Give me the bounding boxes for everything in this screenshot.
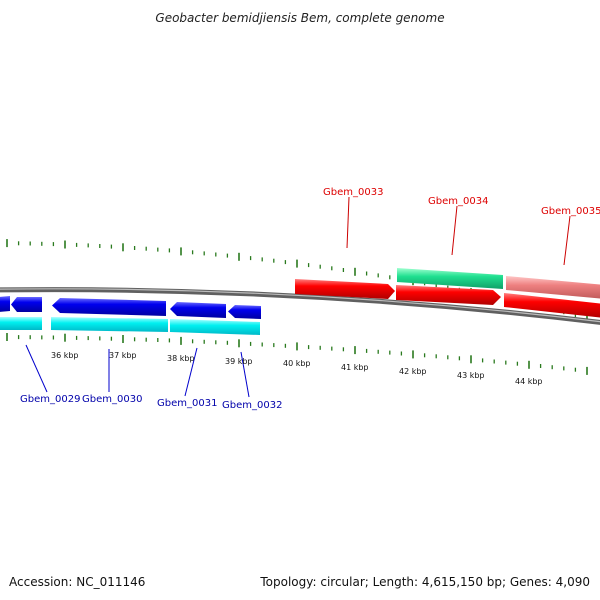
gene-arrow-gbem-0032[interactable]	[228, 305, 261, 319]
gene-arrow-gbem-0029[interactable]	[11, 297, 42, 312]
connector-gbem-0034	[451, 205, 458, 256]
connector-gbem-0033	[346, 196, 350, 249]
connector-gbem-0035	[563, 215, 571, 266]
gene-block-cyan-gbem-0031[interactable]	[170, 319, 260, 335]
connector-gbem-0029	[25, 344, 48, 393]
scale-labels: 36 kbp 37 kbp 38 kbp 39 kbp 40 kbp 41 kb…	[51, 351, 543, 386]
map-title: Geobacter bemidjiensis Bem, complete gen…	[155, 11, 444, 25]
scale-label: 37 kbp	[109, 351, 137, 360]
connector-gbem-0031	[184, 347, 198, 397]
scale-label: 42 kbp	[399, 367, 427, 376]
gene-block-pink-gbem-0035[interactable]	[506, 276, 600, 299]
gene-block-cyan-gbem-0030[interactable]	[51, 317, 168, 332]
scale-label: 41 kbp	[341, 363, 369, 372]
genome-summary-text: Topology: circular; Length: 4,615,150 bp…	[259, 575, 590, 589]
tick-row-inner	[6, 333, 588, 375]
gene-label-gbem-0034[interactable]: Gbem_0034	[428, 196, 488, 207]
connector-gbem-0032	[240, 351, 250, 398]
gene-arrow-gbem-0034[interactable]	[396, 285, 501, 305]
accession-text: Accession: NC_011146	[9, 575, 145, 589]
genome-backbone-highlight	[0, 288, 600, 323]
genome-backbone	[0, 287, 600, 325]
gene-label-gbem-0029[interactable]: Gbem_0029	[20, 394, 80, 405]
gene-block-green-gbem-0034[interactable]	[397, 268, 503, 289]
scale-label: 38 kbp	[167, 354, 195, 363]
gene-label-gbem-0033[interactable]: Gbem_0033	[323, 187, 383, 198]
gene-label-gbem-0031[interactable]: Gbem_0031	[157, 398, 217, 409]
gene-label-gbem-0030[interactable]: Gbem_0030	[82, 394, 142, 405]
gene-arrow-gbem-0031[interactable]	[170, 302, 226, 318]
scale-label: 43 kbp	[457, 371, 485, 380]
gene-arrow-gbem-0033[interactable]	[295, 279, 395, 299]
scale-label: 39 kbp	[225, 357, 253, 366]
gene-label-gbem-0032[interactable]: Gbem_0032	[222, 400, 282, 411]
scale-label: 40 kbp	[283, 359, 311, 368]
scale-label: 36 kbp	[51, 351, 79, 360]
gene-label-gbem-0035[interactable]: Gbem_0035	[541, 206, 600, 217]
gene-arrow-gbem-0030[interactable]	[52, 298, 166, 316]
gene-arrow-left-edge[interactable]	[0, 296, 10, 312]
gene-block-cyan-edge[interactable]	[0, 317, 42, 330]
label-connectors	[25, 196, 571, 398]
gene-arrow-gbem-0035[interactable]	[504, 293, 600, 318]
scale-label: 44 kbp	[515, 377, 543, 386]
